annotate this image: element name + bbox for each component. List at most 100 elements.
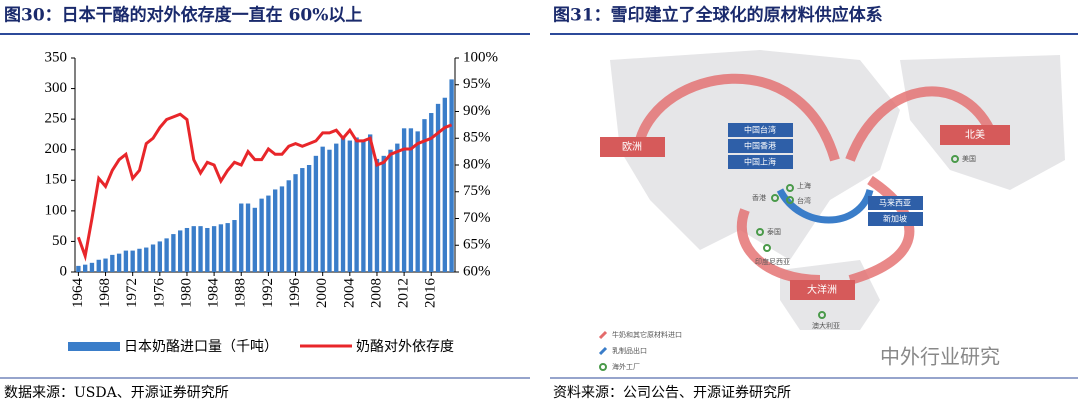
bar xyxy=(259,198,264,272)
bar xyxy=(334,143,339,272)
arrow xyxy=(845,86,995,162)
bar xyxy=(442,97,447,272)
y2-tick-label: 90% xyxy=(463,103,491,119)
x-tick-label: 2004 xyxy=(341,278,357,309)
bar xyxy=(218,224,224,272)
y2-tick-label: 65% xyxy=(463,237,491,253)
region-box xyxy=(940,125,1010,145)
y-tick-label: 350 xyxy=(45,49,68,65)
diagram-title: 图31：雪印建立了全球化的原材料供应体系 xyxy=(553,5,883,26)
y-tick-label: 200 xyxy=(45,141,68,157)
bar xyxy=(178,230,183,272)
map: 欧洲 北美 大洋洲 中国台湾 中国香港 中国上海 马来西亚 新加坡 美国 上海 … xyxy=(595,42,1070,372)
bar xyxy=(116,253,122,272)
legend-label: 奶酪对外依存度 xyxy=(356,339,454,355)
bar xyxy=(320,146,325,272)
bar xyxy=(279,186,285,272)
y2-tick-label: 95% xyxy=(463,76,491,92)
x-tick-label: 2016 xyxy=(423,278,439,309)
x-tick-label: 1988 xyxy=(233,278,249,308)
bar xyxy=(164,238,169,272)
bar xyxy=(232,220,237,272)
route-label: 中国上海 xyxy=(744,157,776,167)
factory-label: 美国 xyxy=(962,154,976,163)
bar xyxy=(184,227,190,272)
x-tick-label: 1976 xyxy=(151,278,167,309)
x-tick-label: 1996 xyxy=(287,278,303,309)
route-label: 新加坡 xyxy=(883,214,907,224)
bar xyxy=(266,195,271,272)
bar xyxy=(252,207,257,272)
factory-label: 印度尼西亚 xyxy=(755,257,790,266)
bar xyxy=(76,265,81,272)
factory-dots xyxy=(756,155,959,319)
factory-label: 泰国 xyxy=(767,227,781,236)
route-box xyxy=(868,212,923,226)
route-label: 马来西亚 xyxy=(879,199,911,208)
bar xyxy=(225,223,230,272)
x-tick-label: 1964 xyxy=(70,278,86,309)
legend-swatch xyxy=(68,342,120,351)
arrow xyxy=(635,73,840,162)
bar xyxy=(340,137,346,272)
route-label: 中国香港 xyxy=(744,141,776,151)
bar xyxy=(191,226,196,272)
bar xyxy=(347,140,352,272)
bar xyxy=(110,254,115,272)
y2-tick-label: 100% xyxy=(463,49,498,65)
route-box xyxy=(728,155,793,169)
x-tick-label: 1980 xyxy=(178,278,194,308)
bar xyxy=(286,180,291,272)
y-tick-label: 300 xyxy=(45,80,68,96)
bar xyxy=(415,131,420,272)
bar xyxy=(313,155,319,272)
bar xyxy=(103,258,108,272)
y2-tick-label: 75% xyxy=(463,183,491,199)
region-label: 欧洲 xyxy=(622,141,642,153)
bar xyxy=(171,234,176,272)
bar xyxy=(205,227,210,272)
bar xyxy=(273,189,278,272)
bar xyxy=(449,79,454,273)
bar xyxy=(144,247,149,272)
bar xyxy=(361,140,366,272)
y-tick-label: 50 xyxy=(52,233,67,249)
bar xyxy=(354,137,359,272)
bar xyxy=(130,250,135,272)
y2-tick-label: 80% xyxy=(463,156,491,172)
legend-label: 海外工厂 xyxy=(612,362,640,371)
watermark: 中外行业研究 xyxy=(880,345,1000,369)
legend-icon xyxy=(598,330,608,340)
y2-tick-label: 70% xyxy=(463,210,491,226)
legend-label: 乳制品出口 xyxy=(612,346,647,355)
legend-icon xyxy=(598,346,608,356)
legend-label: 牛奶和其它原材料进口 xyxy=(612,330,682,339)
bar xyxy=(211,226,217,272)
bar xyxy=(388,149,393,272)
source: 数据来源：USDA、开源证券研究所 xyxy=(4,385,229,401)
y-tick-label: 250 xyxy=(45,111,68,127)
bar xyxy=(401,128,407,272)
bar xyxy=(83,264,88,272)
region-box xyxy=(600,137,665,157)
y-tick-label: 150 xyxy=(45,172,68,188)
y-tick-label: 100 xyxy=(45,202,68,218)
bar xyxy=(395,143,400,272)
arrow xyxy=(848,175,915,285)
bar xyxy=(239,203,244,272)
route-box xyxy=(728,123,793,137)
bar xyxy=(198,226,203,272)
bar xyxy=(374,158,380,272)
bar xyxy=(327,149,332,272)
bar xyxy=(245,203,251,272)
bar xyxy=(408,128,414,272)
route-label: 中国台湾 xyxy=(744,125,776,135)
bar xyxy=(368,134,373,272)
region-label: 北美 xyxy=(965,128,985,141)
factory-label: 香港 xyxy=(752,193,766,202)
region-box xyxy=(790,280,855,300)
arrow xyxy=(736,208,821,285)
x-tick-label: 2000 xyxy=(314,278,330,308)
legend-label: 日本奶酪进口量（千吨） xyxy=(124,339,278,355)
line xyxy=(76,112,453,262)
